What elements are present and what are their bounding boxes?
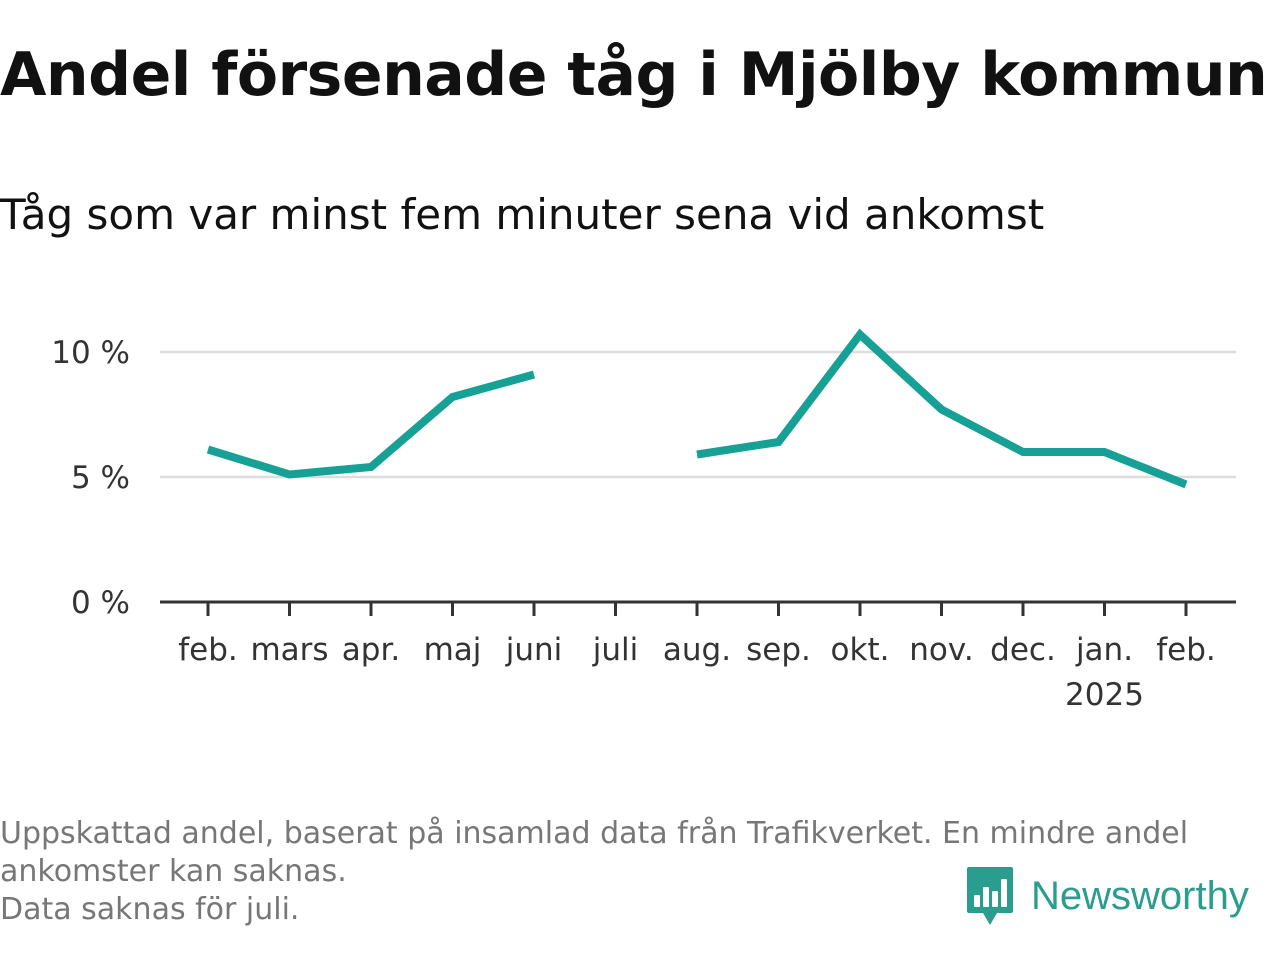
series-lines bbox=[206, 328, 1188, 489]
x-tick-label: feb. bbox=[178, 632, 238, 668]
x-tick-label: dec. bbox=[990, 632, 1056, 668]
gridlines bbox=[160, 350, 1236, 479]
x-tick-label: juli bbox=[592, 632, 639, 668]
y-tick-label: 0 % bbox=[71, 585, 130, 621]
x-axis-ticks: feb. mars apr. maj juni juli aug. sep. okt. nov. d… bbox=[178, 602, 1216, 713]
newsworthy-logo-icon bbox=[967, 867, 1013, 925]
x-tick-label: maj bbox=[424, 632, 482, 668]
chart-subtitle: Tåg som var minst fem minuter sena vid a… bbox=[0, 190, 1045, 239]
x-tick-label: mars bbox=[250, 632, 328, 668]
x-tick-sublabel: 2025 bbox=[1065, 677, 1144, 713]
footnote-line: Data saknas för juli. bbox=[0, 892, 300, 927]
chart-title: Andel försenade tåg i Mjölby kommun bbox=[0, 40, 1268, 110]
x-tick-label: aug. bbox=[663, 632, 731, 668]
x-tick-label: okt. bbox=[831, 632, 890, 668]
x-tick-label: juni bbox=[505, 632, 563, 668]
series-line bbox=[696, 328, 1188, 489]
brand-name: Newsworthy bbox=[1031, 873, 1249, 918]
y-axis-ticks: 0 % 5 % 10 % bbox=[51, 335, 130, 621]
x-tick-label: sep. bbox=[746, 632, 811, 668]
line-chart: 0 % 5 % 10 % feb. mars apr. maj juni juli aug. se… bbox=[51, 328, 1236, 713]
footnote-line: ankomster kan saknas. bbox=[0, 854, 347, 889]
y-tick-label: 5 % bbox=[71, 460, 130, 496]
series-line bbox=[206, 370, 536, 479]
footnote-line: Uppskattad andel, baserat på insamlad da… bbox=[0, 816, 1189, 851]
x-tick-label: nov. bbox=[909, 632, 973, 668]
x-tick-label: feb. bbox=[1156, 632, 1216, 668]
brand-logo: Newsworthy bbox=[965, 864, 1249, 928]
x-tick-label: jan. bbox=[1075, 632, 1133, 668]
y-tick-label: 10 % bbox=[51, 335, 130, 371]
x-tick-label: apr. bbox=[342, 632, 400, 668]
footnote: Uppskattad andel, baserat på insamlad da… bbox=[0, 815, 1270, 929]
